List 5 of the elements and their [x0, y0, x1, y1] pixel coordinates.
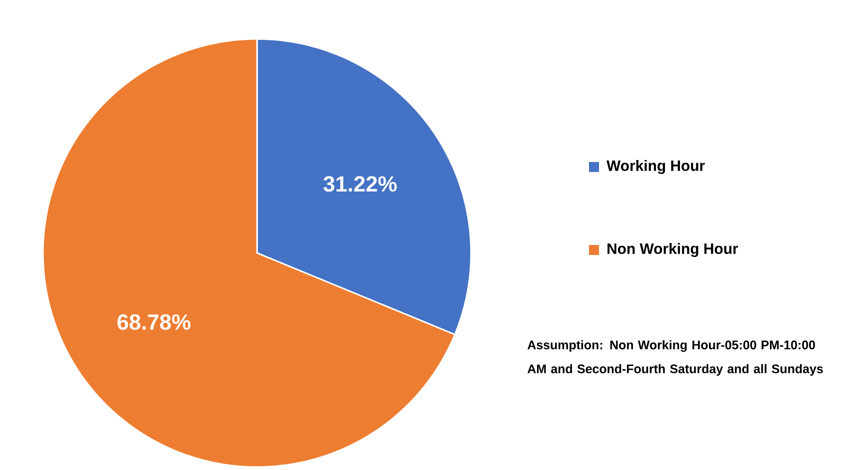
text: Assumption: Non Working Hour-05:00 PM-10:00 AM and Second-Fourth Saturday and all Sundays [528, 340, 823, 376]
legend-label: Non Working Hour [608, 243, 738, 257]
legend-label: Working Hour [606, 160, 705, 174]
data-label: 31.22% [323, 176, 397, 192]
data-label: 68.78% [118, 314, 190, 330]
